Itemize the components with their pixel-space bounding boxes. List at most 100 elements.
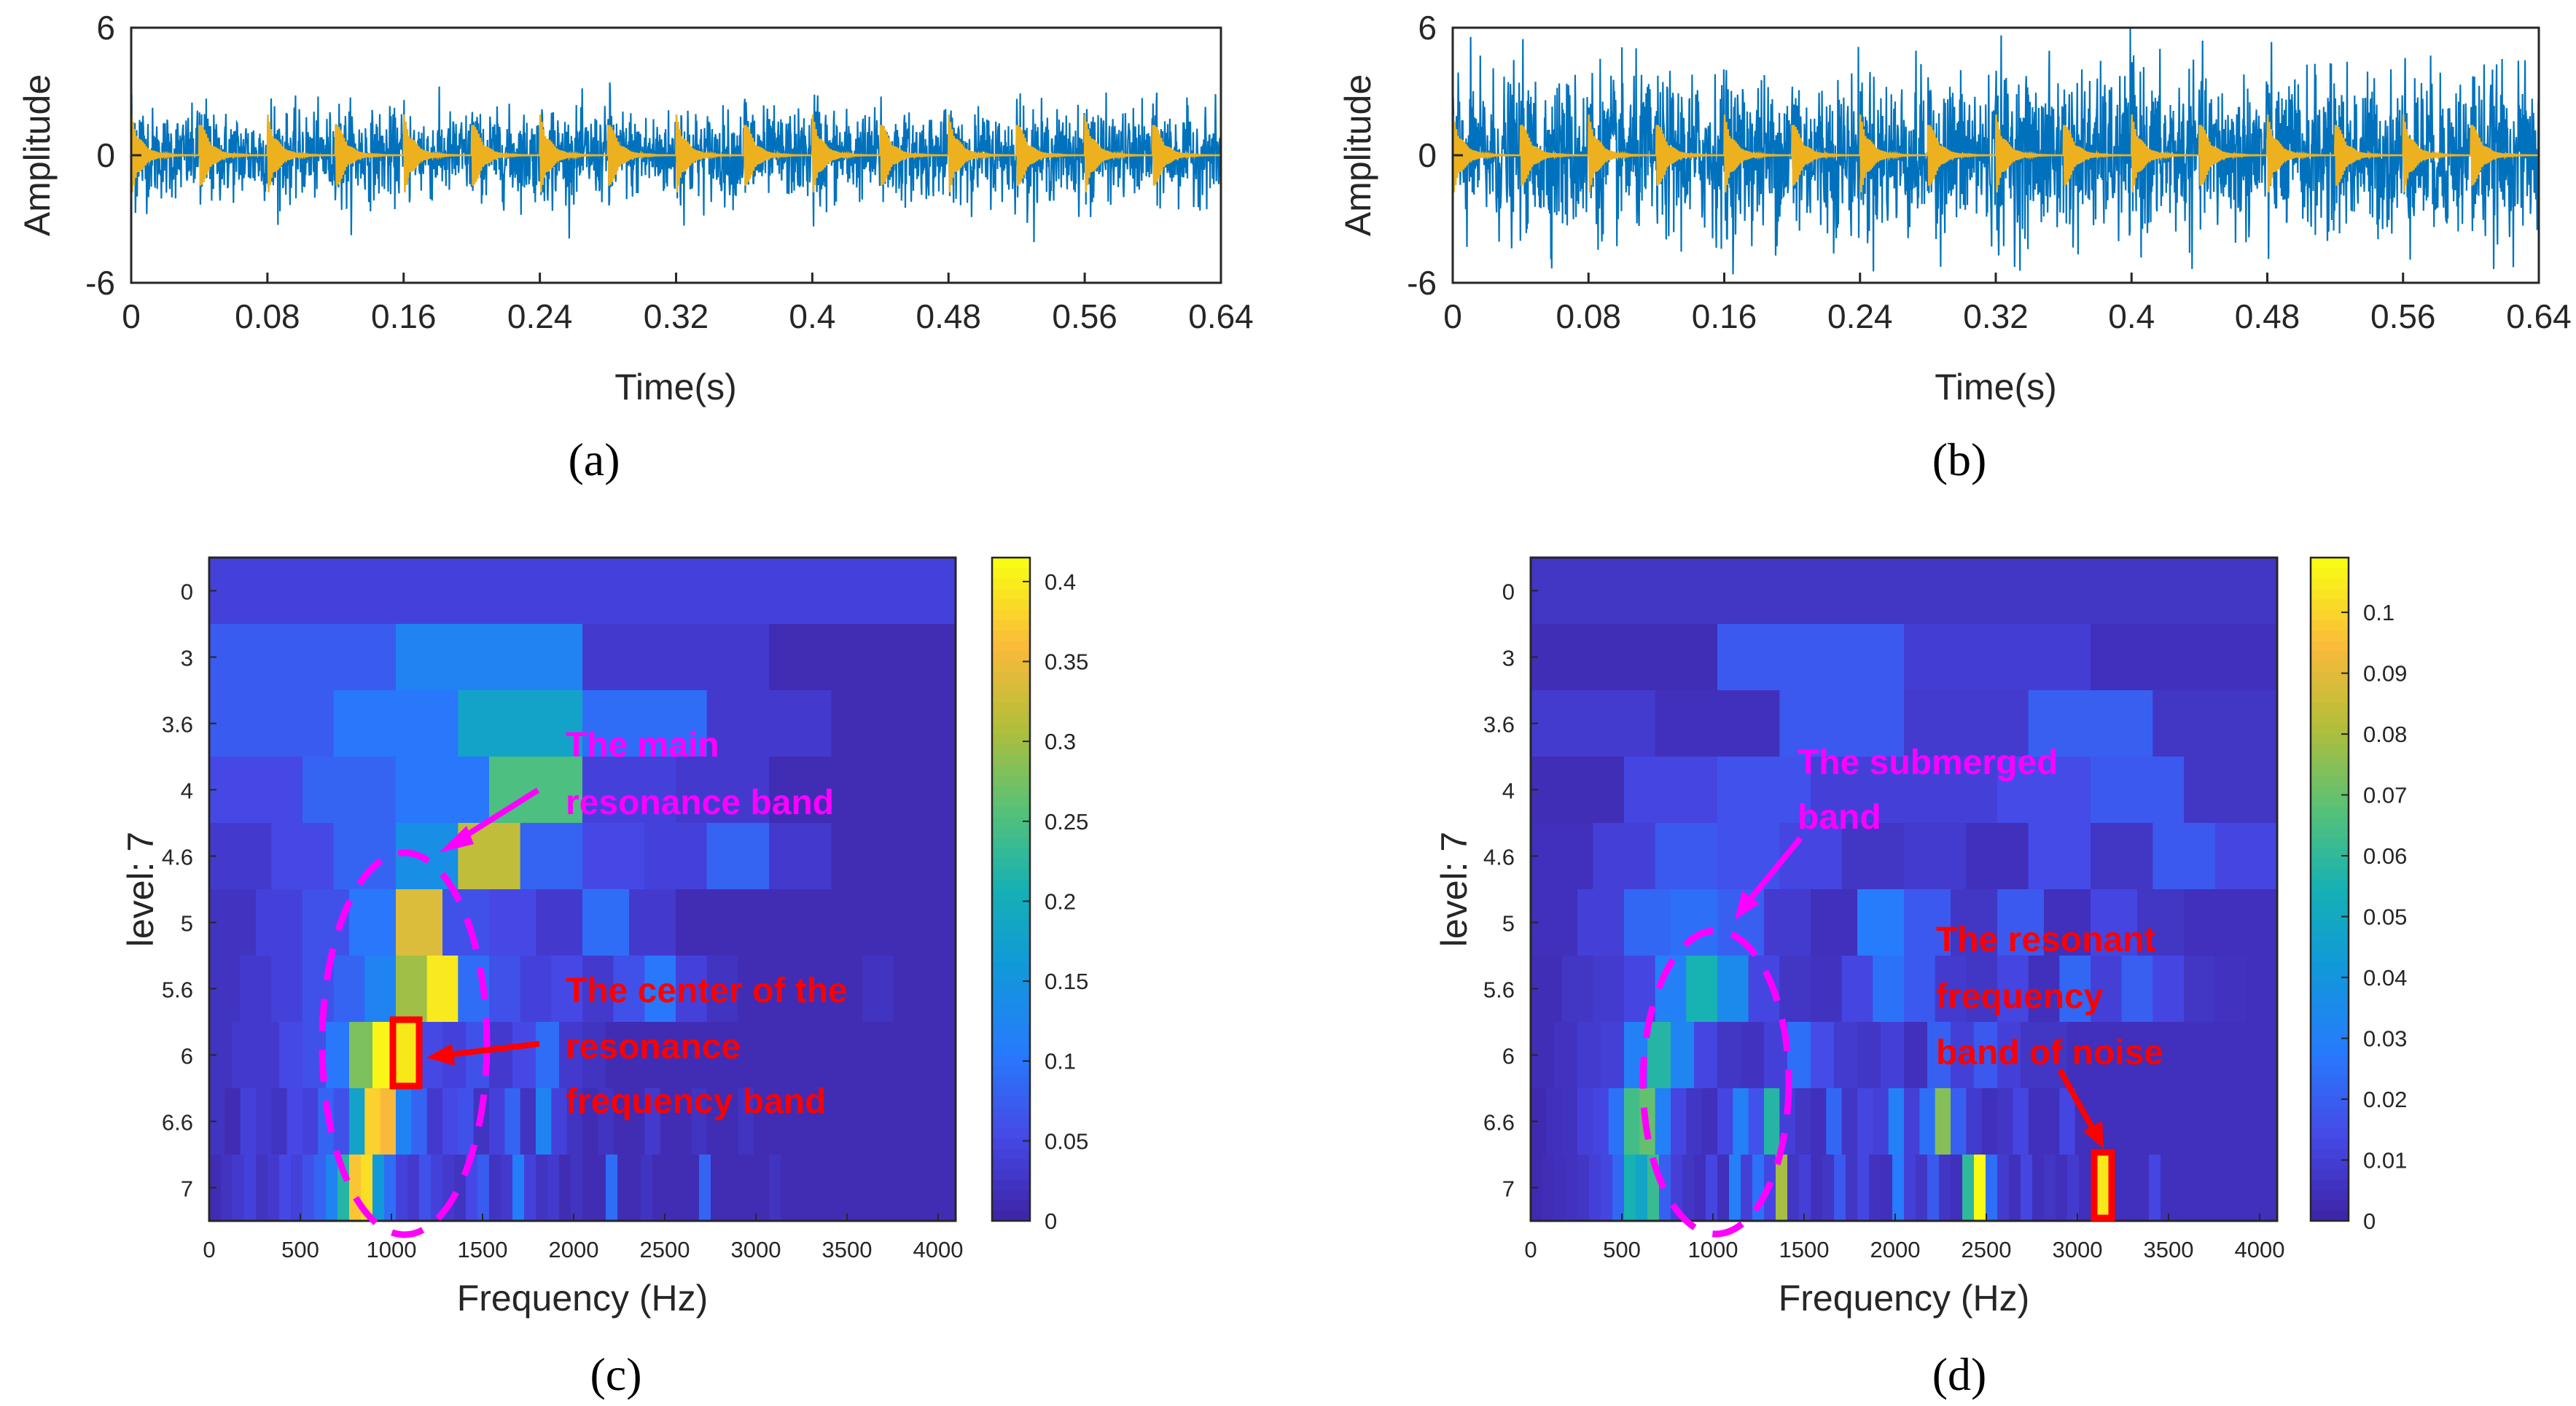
colorbar-tick-label: 0.02 [2363, 1087, 2407, 1112]
heatmap-cell [2137, 1088, 2153, 1155]
heatmap-cell [536, 1155, 548, 1222]
heatmap-cell [1748, 1088, 1765, 1155]
colorbar-swatch [2311, 868, 2349, 880]
heatmap-cell [1892, 1155, 1905, 1222]
heatmap-cell [676, 757, 770, 824]
y-tick-label: 6 [1418, 9, 1437, 47]
heatmap-cell [606, 1022, 630, 1089]
heatmap-cell [613, 956, 645, 1023]
colorbar-swatch [2311, 723, 2349, 735]
heatmap-cell [2067, 1022, 2091, 1089]
heatmap-cell [244, 1155, 257, 1222]
x-ticks-c: 0 500 1000 1500 2000 2500 3000 3500 4000 [203, 1214, 963, 1262]
colorbar-swatch [2311, 1075, 2349, 1087]
heatmap-cell [582, 956, 614, 1023]
heatmap-cell [1577, 1088, 1593, 1155]
heatmap-cell [2219, 1155, 2231, 1222]
colorbar-swatch [992, 1013, 1030, 1025]
heatmap-cell [1935, 1088, 1951, 1155]
heatmap-cell [699, 1155, 711, 1222]
colorbar-swatch [992, 1158, 1030, 1170]
heatmap-cell [2199, 1088, 2216, 1155]
heatmap-cell [1671, 1022, 1695, 1089]
heatmap-cell [333, 956, 365, 1023]
heatmap-cell [2261, 1088, 2278, 1155]
heatmap-cell [1888, 1088, 1905, 1155]
heatmap-cell [932, 1022, 956, 1089]
colorbar-swatch [992, 930, 1030, 942]
heatmap-cell [2021, 1022, 2045, 1089]
heatmap-cell [2184, 1022, 2208, 1089]
heatmap-cell [1904, 624, 2091, 691]
y-tick-label: 3 [181, 646, 193, 671]
colorbar-swatch [2311, 827, 2349, 838]
y-tick-label: 4 [181, 778, 193, 804]
heatmap-cell [769, 1088, 785, 1155]
heatmap-cell [2152, 956, 2185, 1023]
heatmap-cell [652, 1022, 676, 1089]
heatmap-cell [286, 1088, 303, 1155]
colorbar-swatch [992, 920, 1030, 932]
heatmap-cell [582, 690, 708, 757]
heatmap-cell [1826, 1088, 1843, 1155]
heatmap-cell [209, 757, 303, 824]
heatmap-cell [1531, 690, 1656, 757]
y-ticks-d: 0 3 3.6 4 4.6 5 5.6 6 6.6 7 [1483, 579, 1538, 1202]
signal-line-b [1451, 27, 2540, 275]
x-tick-label: 0.48 [2235, 297, 2300, 335]
x-tick-label: 0.32 [1963, 297, 2029, 335]
colorbar-swatch [2311, 588, 2349, 600]
y-tick-label: 5 [1502, 911, 1515, 937]
x-tick-label: 0.16 [1692, 297, 1757, 335]
x-tick-label: 2000 [1870, 1237, 1921, 1262]
heatmap-cell [862, 1022, 886, 1089]
heatmap-cell [792, 1022, 816, 1089]
heatmap-cell [2021, 1155, 2033, 1222]
heatmap-cell [1997, 956, 2029, 1023]
heatmap-cell [909, 1155, 921, 1222]
heatmap-cell [2184, 889, 2231, 956]
heatmap-cell [1997, 1088, 2013, 1155]
heatmap-cell [209, 823, 272, 890]
colorbar-swatch [2311, 775, 2349, 786]
heatmap-cell [706, 823, 770, 890]
heatmap-cell [2044, 889, 2091, 956]
y-axis-label-a: Amplitude [17, 74, 58, 236]
heatmap-cell [2056, 1155, 2068, 1222]
colorbar-frame [991, 556, 1031, 1222]
heatmap-cell [2230, 889, 2278, 956]
center-arrow-head [426, 1044, 455, 1066]
heatmap-cell [617, 1155, 630, 1222]
heatmap-cell [598, 1088, 614, 1155]
panel-label-a: (a) [568, 434, 620, 485]
heatmap-cell [2246, 956, 2278, 1023]
heatmap-cell [489, 1022, 513, 1089]
y-tick-label: -6 [1407, 264, 1437, 302]
heatmap-cell [1531, 1088, 1547, 1155]
heatmap-cell [594, 1155, 606, 1222]
y-tick-label: 6 [181, 1044, 193, 1069]
colorbar-swatch [2311, 993, 2349, 1004]
heatmap-cell [209, 624, 397, 691]
colorbar-swatch [992, 910, 1030, 921]
heatmap-cell [489, 1088, 505, 1155]
heatmap-cell [1636, 1155, 1648, 1222]
heatmap-cell [1981, 1088, 1998, 1155]
heatmap-cell [1589, 1155, 1601, 1222]
heatmap-cell [1624, 1155, 1636, 1222]
heatmap-cell [1904, 690, 2029, 757]
heatmap-cell [1577, 889, 1625, 956]
heatmap-cell [364, 1088, 381, 1155]
colorbar-swatch [2311, 1055, 2349, 1066]
heatmap-cell [2168, 1088, 2185, 1155]
colorbar-swatch [992, 1055, 1030, 1066]
heatmap-cell [1655, 1088, 1671, 1155]
colorbar-c: 0 0.05 0.1 0.15 0.2 0.25 0.3 0.35 0.4 [991, 556, 1088, 1234]
heatmap-cell [691, 1088, 708, 1155]
x-tick-label: 1000 [1688, 1237, 1738, 1262]
heatmap-cell [2091, 1088, 2107, 1155]
impulse-line-a [130, 114, 1222, 192]
colorbar-swatch [992, 1190, 1030, 1201]
y-tick-label: 4.6 [162, 845, 193, 870]
x-tick-label: 500 [281, 1237, 319, 1262]
